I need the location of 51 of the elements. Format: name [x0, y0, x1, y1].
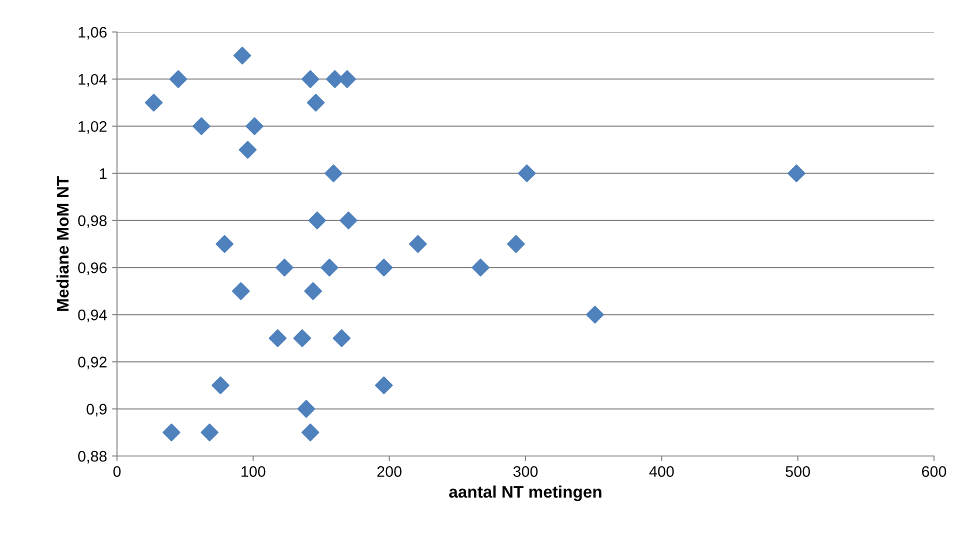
x-tick-label: 600: [922, 466, 946, 477]
point: [200, 424, 219, 442]
point: [162, 424, 180, 442]
x-axis-title: aantal NT metingen: [449, 486, 602, 502]
point: [216, 235, 234, 253]
y-tick-label: 0,88: [78, 450, 107, 464]
point: [374, 258, 393, 276]
point: [320, 258, 338, 276]
point: [293, 329, 312, 348]
point: [308, 212, 326, 230]
point: [306, 94, 325, 112]
x-tick-label: 500: [786, 466, 810, 477]
y-tick-label: 1,04: [78, 74, 107, 87]
x-tick-label: 400: [649, 466, 674, 477]
point: [169, 70, 188, 88]
point: [788, 164, 806, 182]
point: [472, 258, 490, 276]
point: [297, 400, 316, 418]
point: [304, 282, 322, 300]
point: [507, 235, 525, 253]
point: [518, 164, 536, 182]
x-tick-label: 100: [242, 466, 266, 477]
point: [232, 282, 250, 300]
y-tick-label: 0,96: [78, 262, 107, 276]
point: [192, 117, 210, 136]
point: [374, 376, 393, 394]
point: [246, 117, 264, 136]
y-tick-label: 0,98: [78, 215, 107, 228]
point: [212, 376, 230, 394]
y-tick-label: 1: [100, 168, 107, 179]
y-tick-label: 0,9: [86, 404, 107, 416]
x-tick-label: 200: [377, 466, 402, 477]
point: [332, 329, 351, 348]
point: [301, 424, 320, 442]
point: [268, 329, 287, 348]
point: [340, 212, 358, 230]
y-tick-label: 0,92: [78, 356, 107, 370]
point: [409, 235, 427, 253]
point: [276, 258, 294, 276]
y-axis-title: Mediane MoM NT: [56, 176, 69, 311]
point: [301, 70, 320, 88]
point: [144, 94, 163, 112]
point: [233, 46, 252, 64]
point: [238, 140, 257, 159]
point: [586, 306, 604, 324]
y-tick-label: 0,94: [78, 310, 107, 322]
point: [324, 164, 342, 182]
x-tick-label: 300: [513, 466, 538, 477]
x-tick-label: 0: [113, 466, 121, 477]
y-tick-label: 1,06: [78, 26, 107, 40]
y-tick-label: 1,02: [78, 121, 107, 134]
